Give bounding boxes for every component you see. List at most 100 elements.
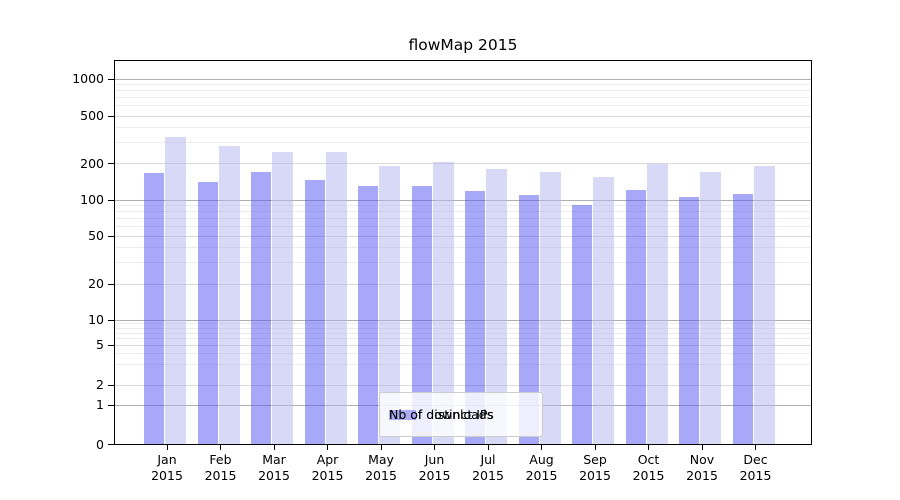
y-tick: [108, 344, 114, 346]
y-tick-label: 100: [80, 192, 104, 207]
y-tick: [108, 235, 114, 237]
bar-distinct-ips: [732, 194, 753, 445]
y-tick-label: 1000: [72, 71, 104, 86]
gridline-minor: [115, 338, 811, 339]
gridline-minor: [115, 323, 811, 324]
gridline-minor: [115, 226, 811, 227]
bar-distinct-ips: [679, 196, 699, 445]
gridline-minor: [115, 328, 811, 329]
x-tick: [594, 445, 596, 450]
x-tick-label: Apr 2015: [311, 452, 344, 483]
x-tick-label: Jul 2015: [472, 452, 504, 483]
gridline: [115, 163, 811, 164]
bar-downloads: [539, 172, 561, 445]
bar-distinct-ips: [358, 186, 378, 445]
bar-downloads: [753, 165, 775, 445]
x-tick-label: Oct 2015: [632, 452, 665, 483]
x-tick-label: Feb 2015: [204, 452, 237, 483]
bar-downloads: [486, 169, 507, 445]
bar-distinct-ips: [572, 205, 592, 445]
y-tick-label: 20: [88, 276, 104, 291]
bar-distinct-ips: [465, 191, 485, 445]
x-tick: [220, 445, 221, 450]
bar-downloads: [272, 152, 293, 445]
gridline-minor: [115, 84, 811, 85]
y-tick: [108, 78, 114, 80]
gridline-major: [115, 79, 811, 80]
bar-distinct-ips: [304, 180, 325, 445]
gridline-minor: [115, 205, 811, 206]
y-tick: [108, 319, 114, 321]
gridline-minor: [115, 218, 811, 219]
bar-downloads: [379, 166, 400, 445]
x-tick-label: Jan 2015: [151, 452, 183, 483]
bar-distinct-ips: [144, 172, 164, 445]
gridline-minor: [115, 364, 811, 365]
bar-downloads: [165, 137, 186, 445]
chart-title: flowMap 2015: [408, 36, 518, 54]
legend-label-downloads: Nb of downloads: [389, 407, 494, 422]
x-tick: [701, 445, 703, 450]
x-tick: [327, 445, 328, 450]
gridline-minor: [115, 97, 811, 98]
legend-swatch-downloads: [389, 409, 416, 420]
gridline-minor: [115, 247, 811, 248]
gridline-minor: [115, 211, 811, 212]
gridline-minor: [115, 262, 811, 263]
x-tick: [380, 445, 382, 450]
gridline-minor: [115, 353, 811, 354]
y-tick-label: 500: [80, 108, 104, 123]
gridline-major: [115, 320, 811, 321]
gridline: [115, 284, 811, 285]
y-tick: [108, 163, 114, 165]
gridline-minor: [115, 105, 811, 106]
x-tick: [648, 445, 649, 450]
bar-downloads: [218, 145, 240, 445]
y-tick: [108, 444, 114, 445]
x-tick-label: Aug 2015: [525, 452, 558, 483]
y-tick: [108, 384, 114, 386]
bar-downloads: [325, 152, 347, 445]
gridline: [115, 116, 811, 117]
y-tick: [108, 404, 114, 406]
x-tick: [755, 445, 756, 450]
gridline: [115, 385, 811, 386]
y-tick: [108, 115, 114, 117]
bar-downloads: [700, 172, 721, 445]
y-tick-label: 200: [80, 155, 104, 171]
x-tick: [166, 445, 168, 450]
gridline: [115, 236, 811, 237]
gridline-minor: [115, 127, 811, 128]
bar-distinct-ips: [197, 182, 218, 445]
bar-distinct-ips: [251, 172, 271, 445]
y-tick-label: 2: [96, 377, 104, 392]
y-tick-label: 1: [96, 397, 104, 412]
bar-distinct-ips: [625, 189, 646, 445]
x-tick-label: May 2015: [365, 452, 397, 483]
x-tick-label: Sep 2015: [579, 452, 611, 483]
x-tick: [487, 445, 489, 450]
x-tick-label: Jun 2015: [418, 452, 451, 483]
x-tick-label: Dec 2015: [739, 452, 772, 483]
y-tick-label: 5: [96, 337, 104, 352]
x-tick: [541, 445, 542, 450]
gridline-minor: [115, 142, 811, 143]
x-tick-label: Mar 2015: [258, 452, 290, 483]
bar-downloads: [593, 176, 614, 445]
bar-distinct-ips: [518, 194, 539, 445]
gridline: [115, 345, 811, 346]
gridline-minor: [115, 90, 811, 91]
gridline-minor: [115, 333, 811, 334]
y-tick: [108, 199, 114, 201]
y-tick-label: 10: [88, 312, 104, 327]
y-tick-label: 0: [96, 436, 104, 452]
gridline-major: [115, 200, 811, 201]
y-tick-label: 50: [88, 228, 104, 243]
x-tick: [273, 445, 275, 450]
bar-downloads: [432, 162, 454, 445]
x-tick: [434, 445, 435, 450]
bar-distinct-ips: [411, 186, 432, 445]
x-tick-label: Nov 2015: [686, 452, 718, 483]
legend: Nb of distinct IPs Nb of downloads: [379, 392, 543, 437]
